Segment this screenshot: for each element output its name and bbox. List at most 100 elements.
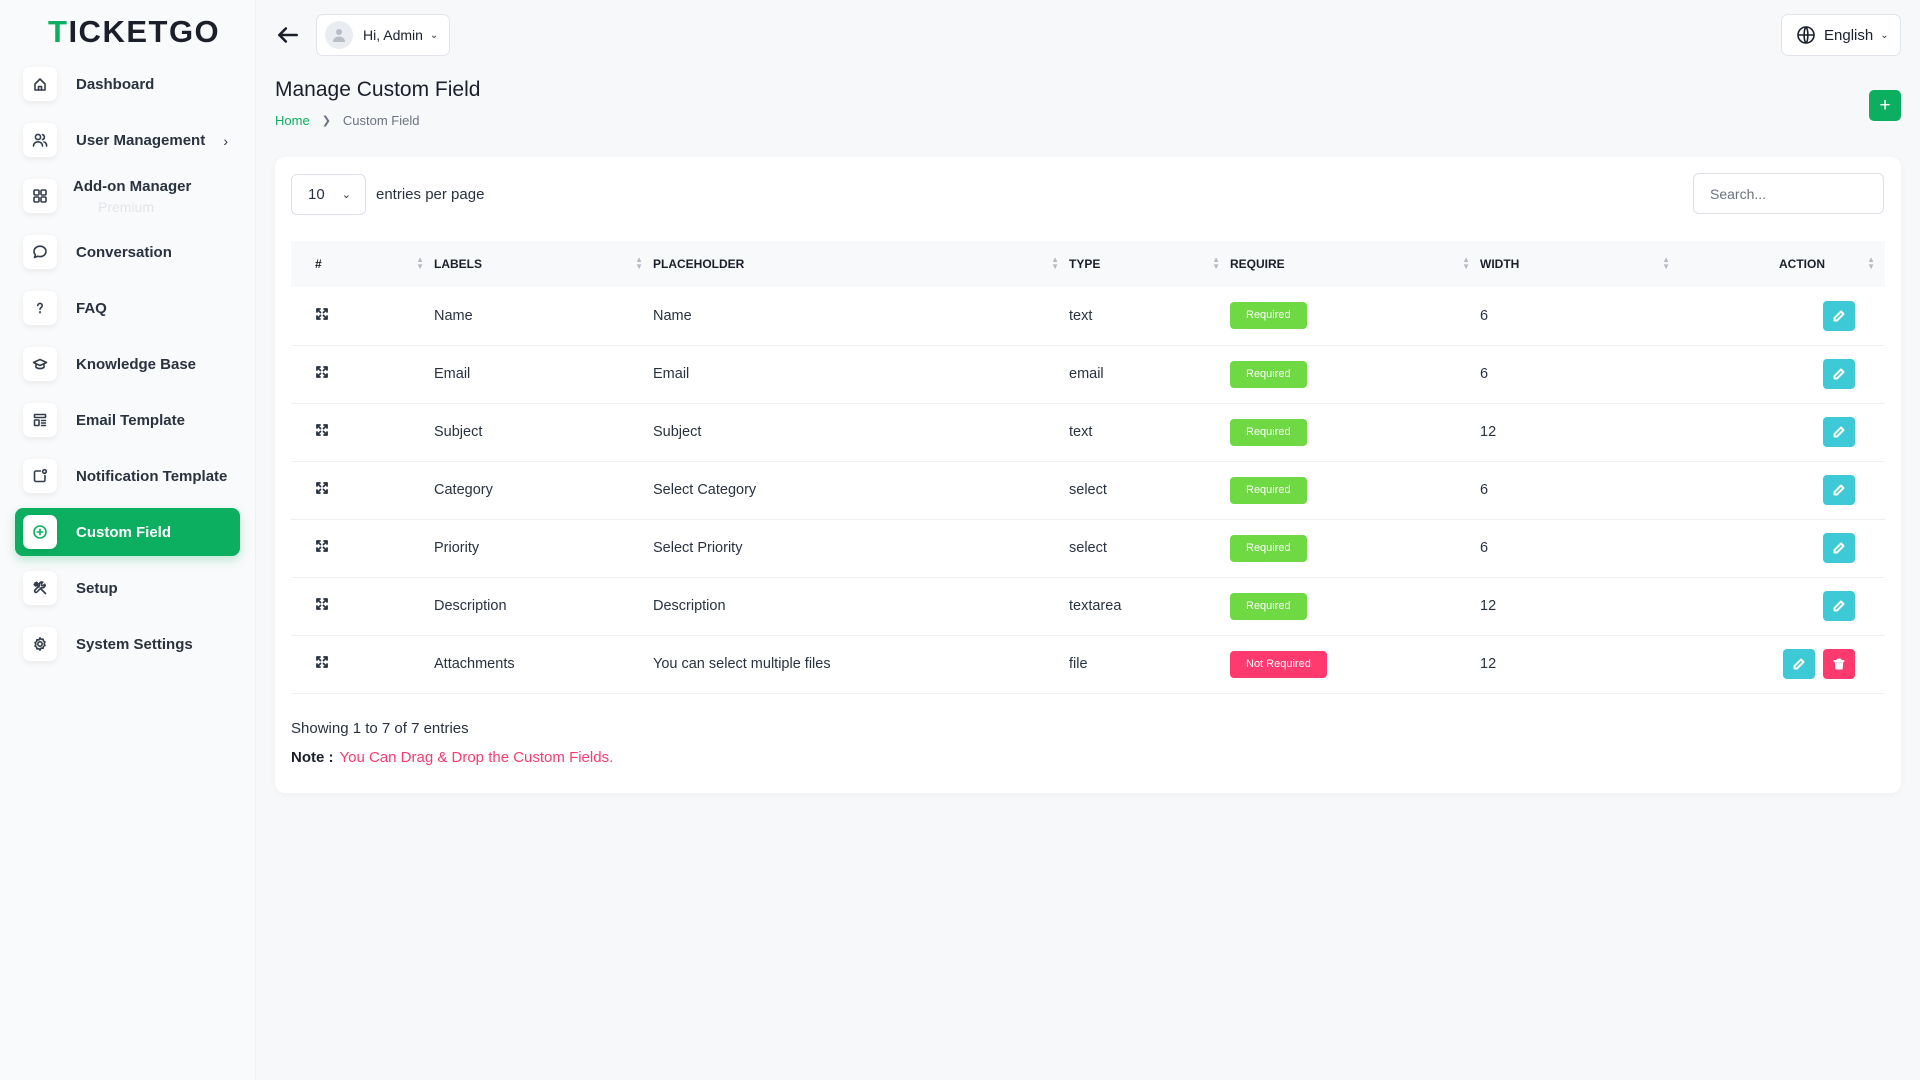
sidebar-item-email-template[interactable]: Email Template	[15, 396, 240, 444]
avatar	[325, 21, 353, 49]
drag-handle-icon[interactable]	[315, 482, 329, 499]
field-width: 6	[1480, 307, 1489, 324]
table-row[interactable]: Category Select Category select Required…	[291, 461, 1885, 519]
field-type: select	[1069, 482, 1107, 498]
field-width: 12	[1480, 656, 1497, 672]
field-placeholder: You can select multiple files	[653, 656, 831, 672]
column-header[interactable]: ACTION ▲ ▼	[1680, 241, 1885, 287]
language-selector[interactable]: English ⌄	[1781, 14, 1901, 56]
edit-button[interactable]	[1783, 649, 1815, 679]
sort-icon: ▲ ▼	[1867, 255, 1875, 271]
tools-icon	[23, 571, 57, 605]
field-label: Email	[434, 366, 471, 382]
table-row[interactable]: Priority Select Priority select Required…	[291, 519, 1885, 577]
field-type: text	[1069, 307, 1093, 324]
field-width: 12	[1480, 598, 1497, 614]
chevron-down-icon: ⌄	[1880, 29, 1889, 41]
sidebar-item-label: User Management	[76, 131, 206, 149]
field-type: file	[1069, 656, 1088, 672]
drag-handle-icon[interactable]	[315, 598, 329, 615]
column-header-label: #	[315, 257, 322, 271]
premium-label: Premium	[98, 198, 155, 215]
user-greeting: Hi, Admin	[363, 27, 423, 43]
field-type: email	[1069, 366, 1104, 382]
sort-icon: ▲ ▼	[1462, 255, 1470, 271]
back-arrow-icon[interactable]	[275, 22, 301, 48]
sidebar-item-user-management[interactable]: User Management ›	[15, 116, 240, 164]
sidebar-item-label: Email Template	[76, 411, 185, 429]
edit-button[interactable]	[1823, 591, 1855, 621]
sidebar-item-label: Notification Template	[76, 467, 228, 485]
field-width: 6	[1480, 540, 1489, 556]
table-row[interactable]: Subject Subject text Required 12	[291, 403, 1885, 461]
custom-field-table: # ▲ ▼ LABELS ▲ ▼ PLACEHOLDER ▲ ▼ TYPE ▲ ▼ REQUIRE ▲ ▼ W…	[291, 241, 1885, 694]
chevron-down-icon: ⌄	[429, 29, 439, 41]
edit-button[interactable]	[1823, 359, 1855, 389]
sidebar-nav: Dashboard User Management › Add-on Manager P…	[15, 60, 240, 676]
row-actions	[1680, 345, 1885, 403]
sidebar-item-conversation[interactable]: Conversation	[15, 228, 240, 276]
sidebar-item-add-on-manager[interactable]: Add-on Manager Premium	[15, 172, 240, 220]
add-custom-field-button[interactable]: +	[1869, 90, 1901, 121]
graduation-cap-icon	[23, 347, 57, 381]
sort-icon: ▲ ▼	[1051, 255, 1059, 271]
sidebar-item-system-settings[interactable]: System Settings	[15, 620, 240, 668]
users-icon	[23, 123, 57, 157]
field-label: Name	[434, 307, 473, 324]
question-icon	[23, 291, 57, 325]
chat-icon	[23, 235, 57, 269]
column-header[interactable]: LABELS ▲ ▼	[434, 241, 653, 287]
column-header-label: WIDTH	[1480, 257, 1520, 271]
sidebar-item-notification-template[interactable]: Notification Template	[15, 452, 240, 500]
entries-per-page-select[interactable]: 10 ⌄	[291, 174, 366, 215]
sort-icon: ▲ ▼	[1662, 255, 1670, 271]
drag-handle-icon[interactable]	[315, 656, 329, 673]
drag-handle-icon[interactable]	[315, 424, 329, 441]
sidebar-item-knowledge-base[interactable]: Knowledge Base	[15, 340, 240, 388]
sidebar-item-dashboard[interactable]: Dashboard	[15, 60, 240, 108]
table-row[interactable]: Description Description textarea Require…	[291, 577, 1885, 635]
sidebar-item-faq[interactable]: FAQ	[15, 284, 240, 332]
drag-handle-icon[interactable]	[315, 540, 329, 557]
sidebar-item-label: Conversation	[76, 243, 172, 261]
field-placeholder: Select Category	[653, 482, 757, 498]
sidebar-item-label: Custom Field	[76, 523, 172, 541]
table-header-row: # ▲ ▼ LABELS ▲ ▼ PLACEHOLDER ▲ ▼ TYPE ▲ ▼ REQUIRE ▲ ▼ W…	[291, 241, 1885, 287]
column-header[interactable]: PLACEHOLDER ▲ ▼	[653, 241, 1069, 287]
note-text: You Can Drag & Drop the Custom Fields.	[339, 749, 614, 766]
column-header-label: PLACEHOLDER	[653, 257, 745, 271]
sidebar-item-setup[interactable]: Setup	[15, 564, 240, 612]
drag-handle-icon[interactable]	[315, 307, 329, 325]
breadcrumb-current: Custom Field	[342, 113, 420, 128]
chevron-right-icon: ❯	[321, 115, 331, 127]
notification-icon	[23, 459, 57, 493]
custom-field-card: 10 ⌄ entries per page #▲▼LABELS▲▼PLACEHO…	[275, 157, 1901, 793]
showing-entries-text: Showing 1 to 7 of 7 entries	[291, 720, 469, 737]
column-header[interactable]: WIDTH ▲ ▼	[1480, 241, 1680, 287]
edit-button[interactable]	[1823, 475, 1855, 505]
table-row[interactable]: Email Email email Required 6	[291, 345, 1885, 403]
column-header[interactable]: TYPE ▲ ▼	[1069, 241, 1230, 287]
search-input[interactable]	[1693, 173, 1884, 214]
edit-button[interactable]	[1823, 533, 1855, 563]
chevron-right-icon: ›	[223, 133, 228, 149]
column-header[interactable]: REQUIRE ▲ ▼	[1230, 241, 1480, 287]
field-label: Description	[434, 598, 507, 614]
sidebar-item-custom-field[interactable]: Custom Field	[15, 508, 240, 556]
sidebar: TICKETGO Dashboard User Management › Add-on…	[0, 0, 256, 1080]
brand-logo[interactable]: TICKETGO	[48, 14, 221, 49]
user-menu-button[interactable]: Hi, Admin ⌄	[316, 14, 450, 56]
drag-handle-icon[interactable]	[315, 366, 329, 383]
field-placeholder: Description	[653, 598, 726, 614]
breadcrumb: Home ❯ Custom Field	[275, 113, 419, 128]
edit-button[interactable]	[1823, 417, 1855, 447]
edit-button[interactable]	[1823, 300, 1855, 331]
require-badge: Required	[1230, 360, 1307, 388]
breadcrumb-home-link[interactable]: Home	[275, 113, 310, 128]
table-row[interactable]: Name Name text Required 6	[291, 287, 1885, 345]
column-header[interactable]: # ▲ ▼	[291, 241, 434, 287]
delete-button[interactable]	[1823, 649, 1855, 679]
field-type: text	[1069, 424, 1093, 440]
table-row[interactable]: Attachments You can select multiple file…	[291, 635, 1885, 693]
sidebar-item-label: FAQ	[76, 299, 107, 317]
